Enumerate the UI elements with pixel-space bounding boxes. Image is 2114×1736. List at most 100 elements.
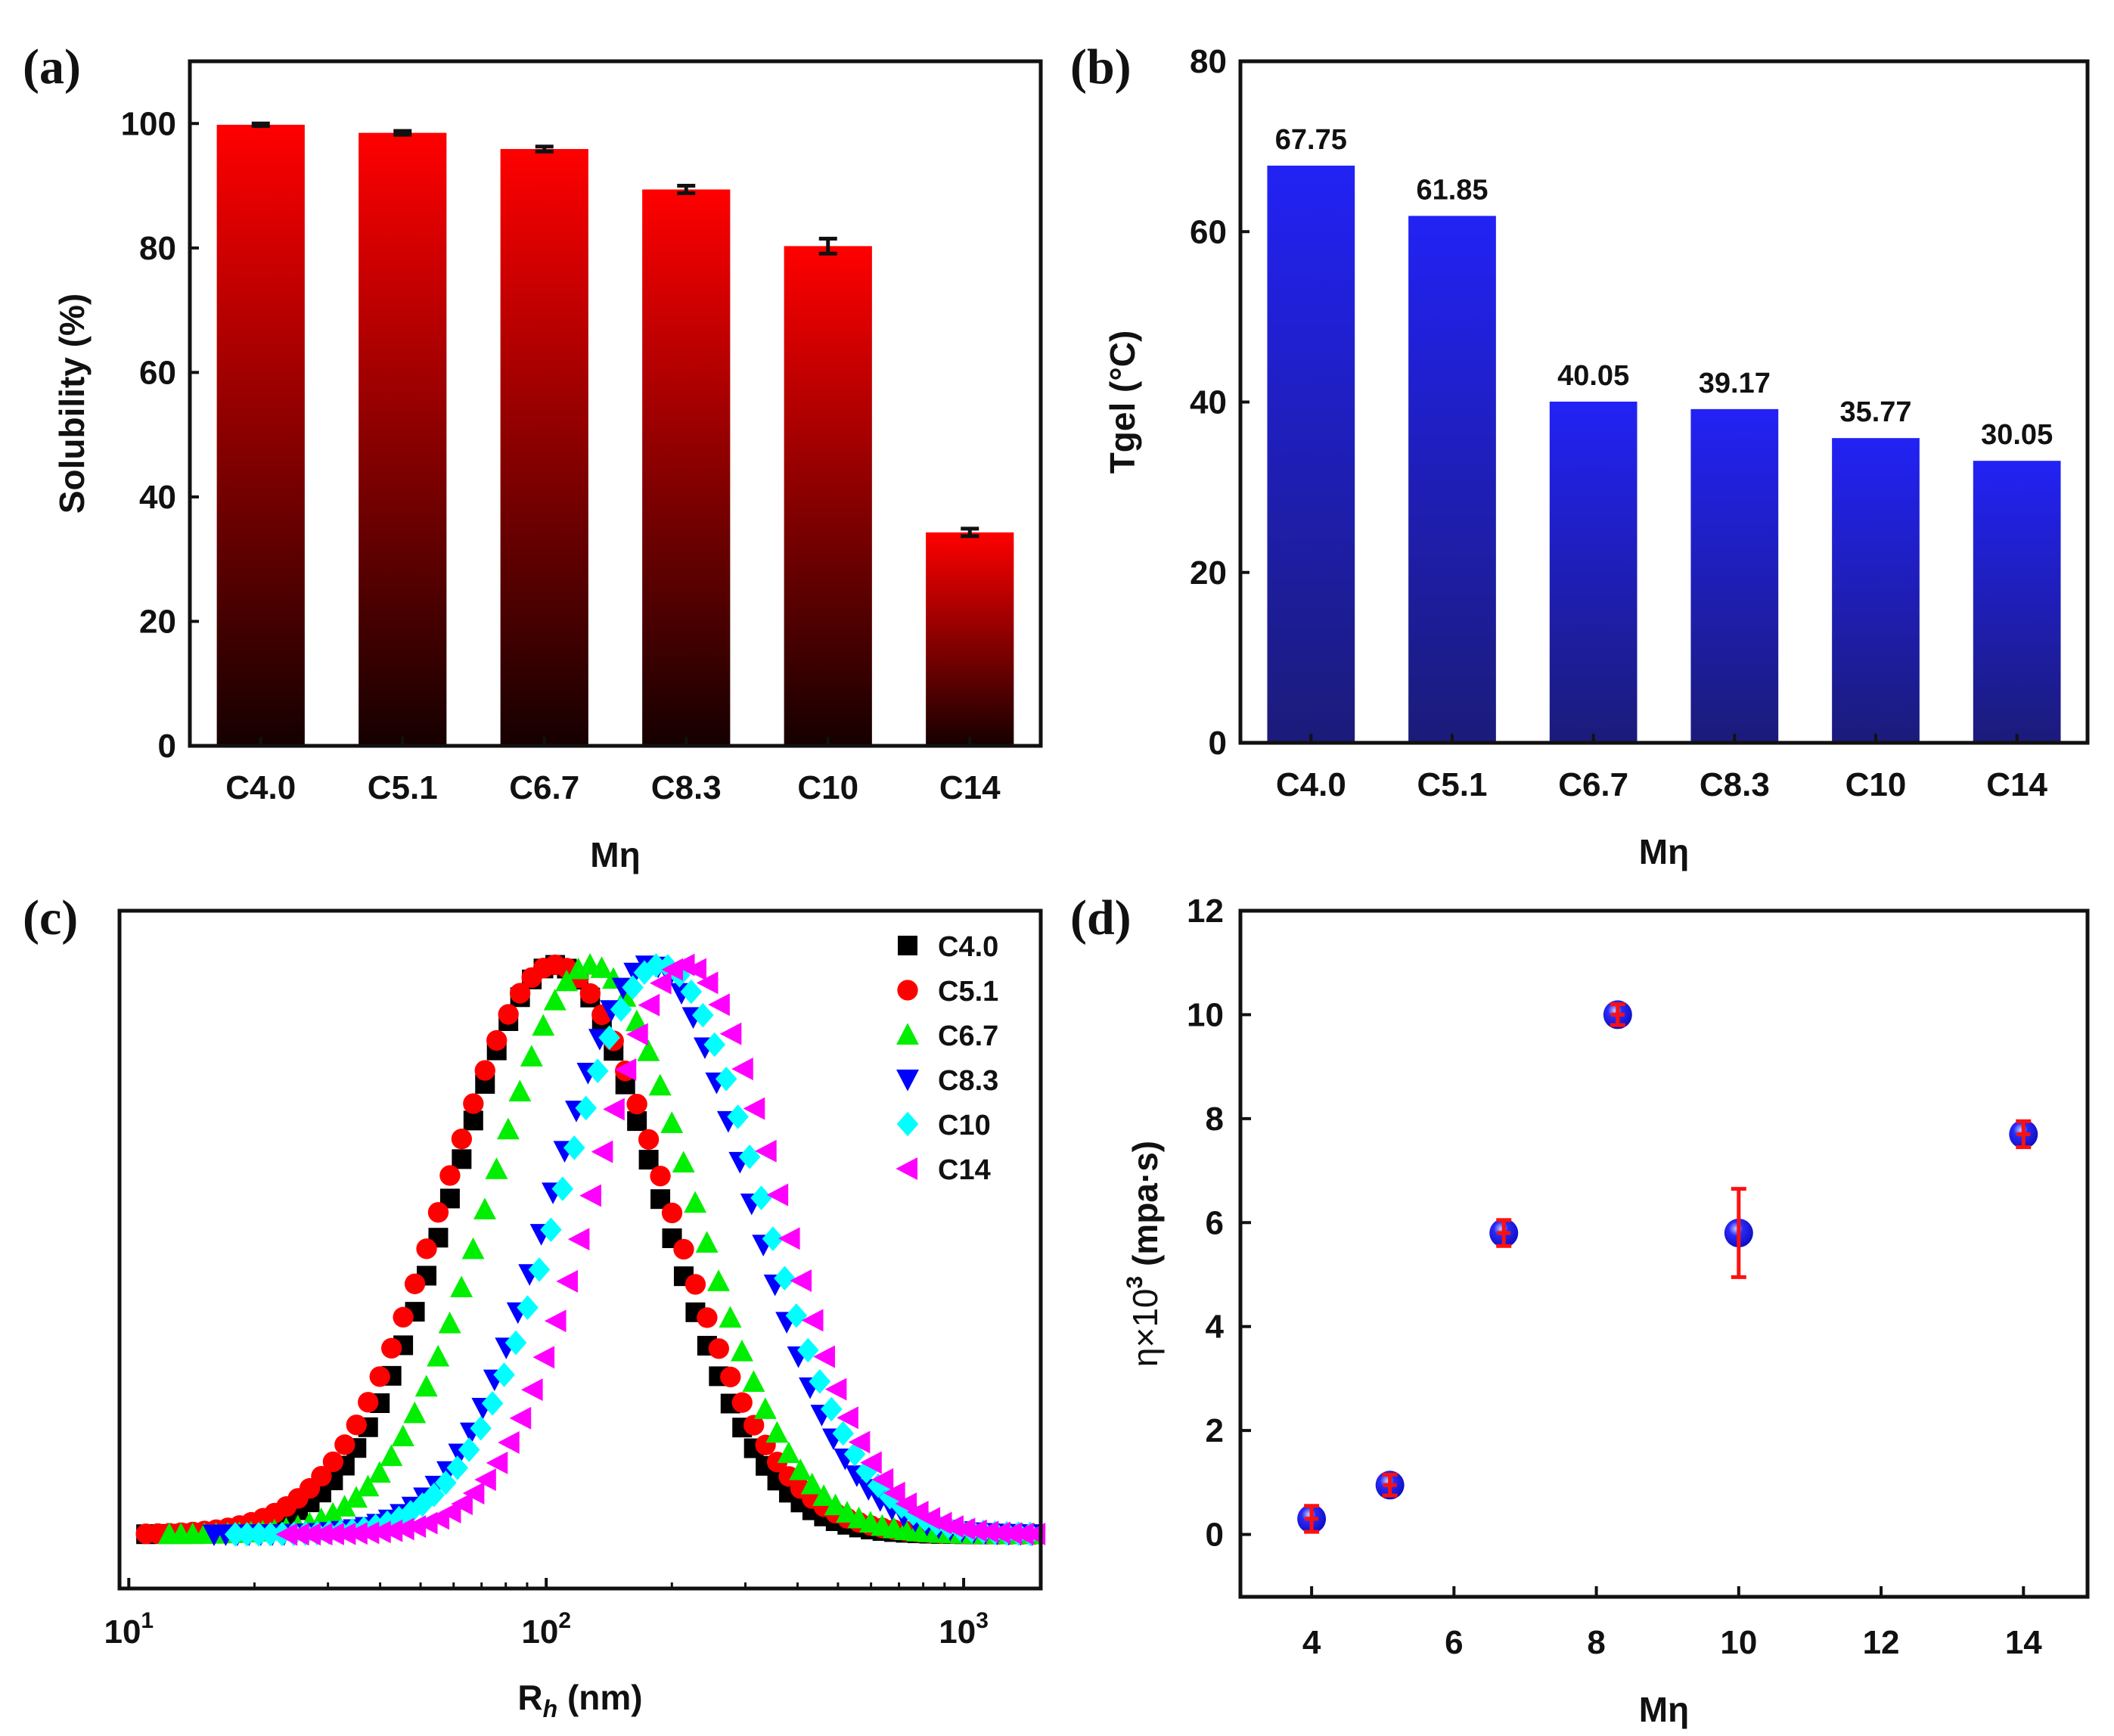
y-axis-label: Tgel (°C): [1103, 331, 1142, 474]
data-point: [800, 1472, 824, 1495]
data-point: [789, 1458, 812, 1480]
data-point: [247, 1522, 270, 1547]
x-tick-label: C5.1: [368, 769, 438, 806]
data-point: [508, 1079, 532, 1102]
data-point: [598, 1025, 620, 1050]
data-point: [774, 1266, 796, 1291]
x-tick-label: 101: [104, 1608, 154, 1651]
y-tick-label: 0: [1209, 725, 1227, 762]
chart-solubility: C4.0 C5.1 C6.7 C8.3 C10 C14 0 20 40 60 80 100 Mη Solu…: [52, 59, 1043, 874]
x-axis-label: Mη: [1639, 832, 1689, 871]
y-tick-label: 2: [1206, 1412, 1224, 1449]
x-tick-label: C4.0: [1276, 766, 1346, 803]
error-bar: [1304, 1504, 1320, 1534]
x-tick-label: 102: [521, 1608, 571, 1651]
data-point: [645, 953, 667, 978]
data-point: [498, 1004, 519, 1025]
x-tick-label: 10: [1720, 1624, 1757, 1661]
data-point: [556, 1269, 578, 1293]
data-point: [684, 958, 706, 981]
y-tick-label: 0: [1206, 1517, 1224, 1554]
data-point: [797, 1337, 819, 1363]
data-point: [622, 975, 644, 1000]
bar-C6.7: [1549, 401, 1637, 743]
data-point: [458, 1437, 480, 1462]
x-tick-label: C4.0: [225, 769, 296, 806]
legend-label: C14: [938, 1154, 991, 1186]
legend: C4.0 C5.1 C6.7 C8.3 C10 C14: [896, 931, 998, 1186]
data-point: [357, 1521, 380, 1545]
x-tick-label: C6.7: [1558, 766, 1628, 803]
data-point: [579, 983, 601, 1005]
chart-tgel: 67.75 C4.0 61.85 C5.1 40.05 C6.7 39.17 C8.3 35.7…: [1103, 43, 2090, 871]
data-point: [625, 1009, 648, 1032]
data-point: [591, 1140, 613, 1163]
data-point: [532, 1346, 555, 1369]
x-tick-label: C8.3: [1700, 766, 1770, 803]
data-point: [801, 1309, 824, 1332]
data-point: [627, 1111, 647, 1132]
error-bar: [1731, 1187, 1746, 1279]
data-point: [427, 1344, 450, 1367]
data-point: [1724, 1187, 1753, 1279]
data-point: [765, 1421, 789, 1443]
data-point: [648, 1073, 672, 1096]
data-point: [423, 1482, 445, 1508]
data-point: [485, 1157, 508, 1179]
y-tick-label: 60: [139, 354, 176, 391]
data-point: [610, 997, 632, 1022]
chart-viscosity: 4 6 8 10 12 14 0 2 4 6 8 10 12 Mη η×103 (mpa·s): [1122, 893, 2090, 1729]
data-point: [493, 1362, 515, 1387]
data-point: [832, 1421, 855, 1446]
data-point: [650, 1166, 671, 1187]
data-point: [451, 1129, 473, 1150]
y-axis-label: η×103 (mpa·s): [1122, 1141, 1165, 1367]
data-point: [579, 1184, 601, 1207]
data-point: [673, 1238, 694, 1260]
data-point: [661, 1202, 683, 1224]
data-point: [731, 1340, 753, 1362]
data-point: [567, 1228, 590, 1251]
data-point: [848, 1430, 871, 1454]
bar-C6.7: [500, 149, 588, 747]
data-point: [259, 1521, 281, 1547]
x-tick-label: C5.1: [1417, 766, 1488, 803]
data-point: [942, 1515, 964, 1539]
data-point: [334, 1434, 355, 1455]
data-point: [311, 1466, 332, 1487]
data-point: [509, 983, 531, 1004]
data-point: [575, 1095, 598, 1121]
x-tick-label: 103: [939, 1608, 989, 1651]
x-tick-label: C8.3: [651, 769, 722, 806]
data-point: [638, 1129, 660, 1151]
data-point: [224, 1522, 247, 1547]
x-tick-label: 4: [1302, 1624, 1321, 1661]
x-axis-label: Rh (nm): [517, 1678, 642, 1722]
legend-marker-C4.0: [898, 936, 917, 955]
data-point: [481, 1391, 504, 1416]
data-point: [451, 1492, 473, 1516]
value-label: 40.05: [1557, 360, 1629, 392]
data-point: [696, 971, 719, 995]
data-point: [871, 1467, 894, 1491]
data-point: [809, 1369, 831, 1394]
panel-label-d: (d): [1070, 890, 1132, 946]
data-point: [486, 1029, 508, 1051]
data-point: [660, 1111, 684, 1133]
data-point: [334, 1522, 356, 1545]
value-label: 30.05: [1981, 419, 2053, 451]
data-point: [563, 1135, 585, 1160]
data-point: [299, 1523, 321, 1546]
data-point: [416, 1238, 437, 1259]
legend-marker-C8.3: [896, 1070, 919, 1092]
data-point: [813, 1345, 835, 1368]
x-tick-label: C14: [939, 769, 1001, 806]
data-point: [346, 1415, 367, 1436]
data-point: [626, 1093, 647, 1115]
value-label: 61.85: [1416, 174, 1488, 206]
data-point: [310, 1523, 333, 1546]
legend-label: C8.3: [938, 1065, 998, 1097]
data-point: [697, 1307, 718, 1328]
y-tick-label: 80: [1190, 43, 1227, 80]
